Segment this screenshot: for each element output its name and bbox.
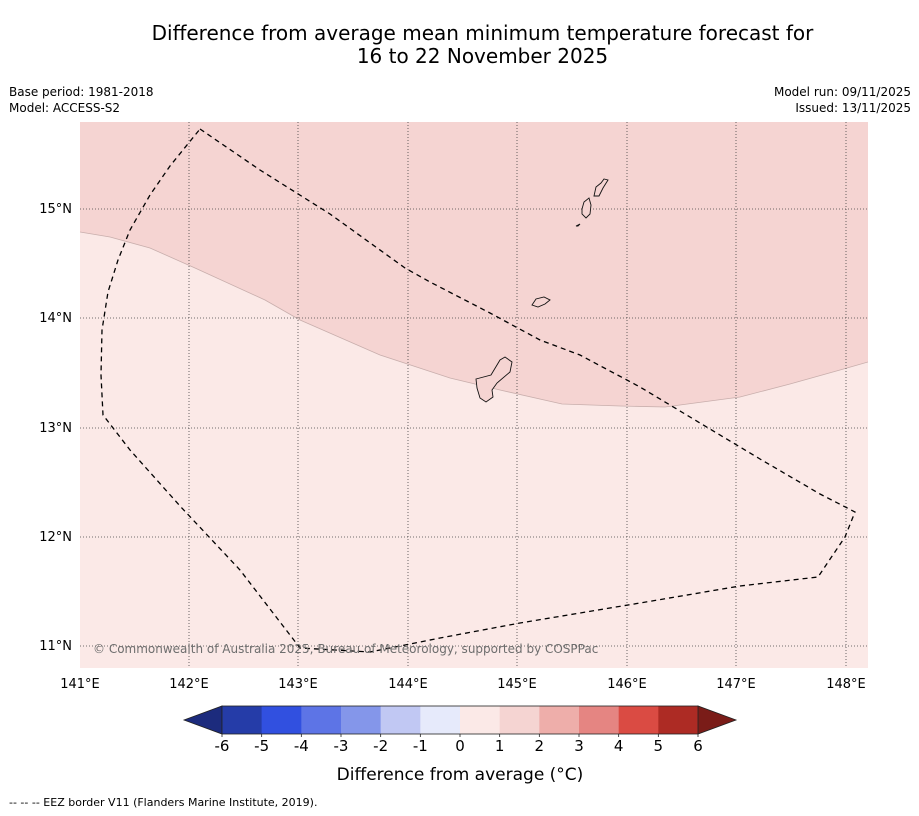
colorbar-segment xyxy=(579,706,619,734)
lon-label: 143°E xyxy=(278,677,318,692)
meta-right: Model run: 09/11/2025 Issued: 13/11/2025 xyxy=(774,84,911,116)
colorbar-tick-label: -4 xyxy=(294,737,309,755)
colorbar-tick-label: 3 xyxy=(574,737,584,755)
colorbar-tick-label: 2 xyxy=(535,737,545,755)
colorbar-segment xyxy=(380,706,421,734)
colorbar-segment xyxy=(301,706,342,734)
base-period: Base period: 1981-2018 xyxy=(9,85,154,99)
colorbar-segment xyxy=(658,706,699,734)
tinian-island xyxy=(581,197,592,219)
colorbar-segment xyxy=(460,706,500,734)
colorbar-segment xyxy=(420,706,461,734)
lat-label: 13°N xyxy=(39,421,72,436)
aguijan-island xyxy=(575,223,581,227)
anomaly-boundary xyxy=(80,231,868,408)
lat-label: 11°N xyxy=(39,639,72,654)
colorbar-tick-label: 5 xyxy=(654,737,664,755)
title-line-1: Difference from average mean minimum tem… xyxy=(151,21,814,45)
eez-border xyxy=(100,128,856,653)
islands xyxy=(475,178,609,403)
lon-label: 146°E xyxy=(607,677,647,692)
title-line-2: 16 to 22 November 2025 xyxy=(356,44,609,68)
colorbar-tick-label: -1 xyxy=(413,737,428,755)
colorbar-segment xyxy=(341,706,381,734)
colorbar-segment xyxy=(618,706,659,734)
eez-footnote: -- -- -- EEZ border V11 (Flanders Marine… xyxy=(9,796,318,809)
colorbar-tick-label: -5 xyxy=(254,737,269,755)
longitude-labels: 141°E 142°E 143°E 144°E 145°E 146°E 147°… xyxy=(60,677,866,692)
colorbar-segment xyxy=(539,706,580,734)
gridlines xyxy=(80,122,868,668)
lon-label: 148°E xyxy=(826,677,866,692)
chart-title: Difference from average mean minimum tem… xyxy=(0,22,919,68)
colorbar-tick-label: 6 xyxy=(693,737,703,755)
colorbar-over-triangle xyxy=(697,705,738,735)
model-name: Model: ACCESS-S2 xyxy=(9,101,121,115)
lon-label: 141°E xyxy=(60,677,100,692)
lat-label: 15°N xyxy=(39,202,72,217)
anomaly-region-1-2 xyxy=(80,122,868,407)
colorbar-tick-label: 1 xyxy=(495,737,505,755)
lat-label: 14°N xyxy=(39,311,72,326)
lon-label: 145°E xyxy=(497,677,537,692)
copyright-notice: © Commonwealth of Australia 2025, Bureau… xyxy=(93,642,598,656)
colorbar-tick-label: -2 xyxy=(373,737,388,755)
colorbar-under-triangle xyxy=(182,705,223,735)
saipan-island xyxy=(593,178,609,197)
issued-date: Issued: 13/11/2025 xyxy=(795,101,911,115)
model-run: Model run: 09/11/2025 xyxy=(773,85,911,99)
lat-label: 12°N xyxy=(39,530,72,545)
latitude-labels: 15°N 14°N 13°N 12°N 11°N xyxy=(39,202,72,654)
guam-island xyxy=(475,356,513,403)
colorbar-tick-label: -6 xyxy=(215,737,230,755)
map-panel xyxy=(80,122,868,668)
colorbar-segment xyxy=(222,706,262,734)
meta-left: Base period: 1981-2018 Model: ACCESS-S2 xyxy=(9,84,154,116)
colorbar-tick-label: -3 xyxy=(334,737,349,755)
colorbar-tick-label: 4 xyxy=(614,737,624,755)
rota-island xyxy=(531,296,551,308)
lon-label: 142°E xyxy=(169,677,209,692)
colorbar-segment xyxy=(261,706,302,734)
colorbar: -6 -5 -4 -3 -2 -1 0 1 2 3 4 5 6 xyxy=(182,705,738,755)
colorbar-segment xyxy=(499,706,540,734)
lon-label: 144°E xyxy=(388,677,428,692)
colorbar-label: Difference from average (°C) xyxy=(337,765,584,785)
colorbar-tick-label: 0 xyxy=(455,737,465,755)
lon-label: 147°E xyxy=(716,677,756,692)
